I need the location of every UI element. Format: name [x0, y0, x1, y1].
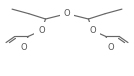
Text: O: O	[107, 43, 114, 52]
Text: O: O	[38, 26, 45, 35]
Text: O: O	[20, 43, 27, 52]
Text: O: O	[64, 9, 70, 18]
Text: O: O	[89, 26, 96, 35]
